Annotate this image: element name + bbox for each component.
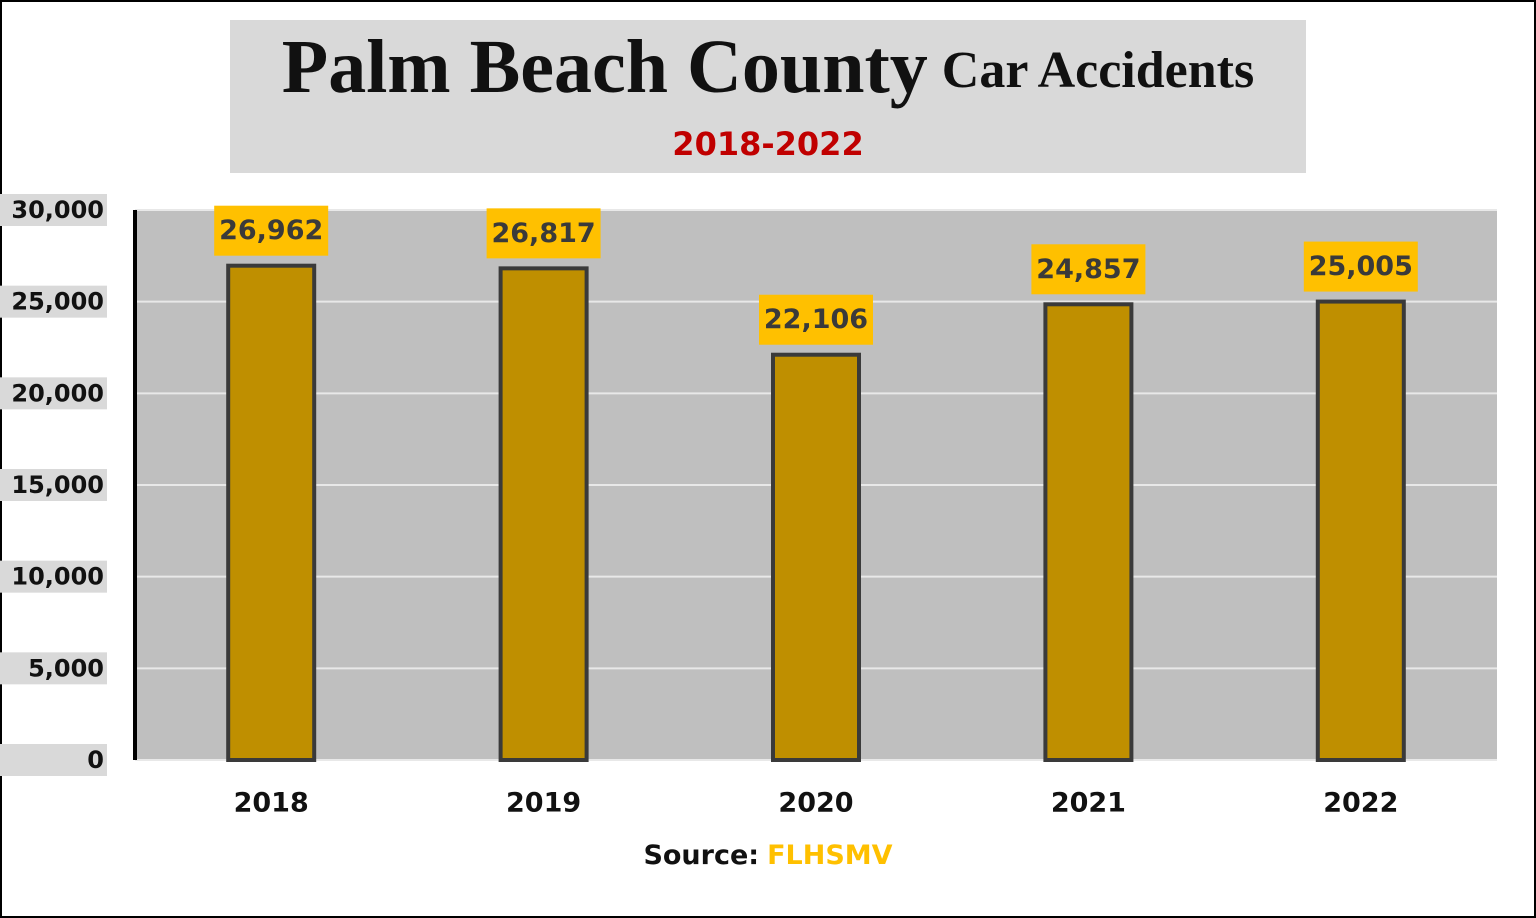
title-main: Palm Beach County (282, 25, 928, 109)
bar (771, 352, 861, 762)
x-tick-label: 2020 (778, 788, 853, 819)
y-tick-label-bg (0, 560, 107, 593)
subtitle: 2018-2022 (672, 125, 863, 163)
source-name: FLHSMV (767, 840, 893, 871)
value-label-bg (1031, 244, 1146, 295)
y-tick-label-bg (0, 469, 107, 501)
y-tick-label: 0 (87, 746, 104, 774)
y-tick-label-bg (0, 285, 107, 318)
y-tick-label-bg (0, 744, 107, 776)
y-tick-label: 15,000 (11, 471, 104, 499)
value-label-bg (486, 208, 601, 259)
y-tick-label-bg (0, 377, 107, 410)
y-tick-label-bg (0, 194, 107, 226)
value-label: 25,005 (1309, 251, 1413, 282)
y-tick-label: 5,000 (28, 654, 104, 682)
y-tick-label: 30,000 (11, 196, 104, 224)
value-label-bg (214, 205, 329, 256)
x-tick-label: 2022 (1323, 788, 1398, 819)
bar (1315, 299, 1406, 762)
y-tick-label: 10,000 (11, 563, 104, 591)
source-label: Source: (643, 840, 759, 871)
x-tick-label: 2018 (234, 788, 309, 819)
value-label: 26,962 (219, 215, 323, 246)
value-label: 26,817 (491, 218, 595, 249)
value-label-bg (1303, 241, 1418, 292)
y-tick-label-bg (0, 652, 107, 685)
bar (1043, 302, 1134, 762)
title-secondary: Car Accidents (942, 42, 1254, 99)
source: Source: FLHSMV (643, 840, 892, 871)
title-box (230, 20, 1306, 173)
bar (226, 263, 317, 762)
x-tick-label: 2019 (506, 788, 581, 819)
bar (498, 266, 589, 762)
value-label: 24,857 (1036, 254, 1140, 285)
y-tick-label: 20,000 (11, 379, 104, 407)
value-label-bg (759, 294, 873, 345)
x-tick-label: 2021 (1051, 788, 1126, 819)
value-label: 22,106 (764, 304, 868, 335)
chart-title: Palm Beach County Car Accidents (282, 25, 1254, 109)
y-tick-label: 25,000 (11, 288, 104, 316)
